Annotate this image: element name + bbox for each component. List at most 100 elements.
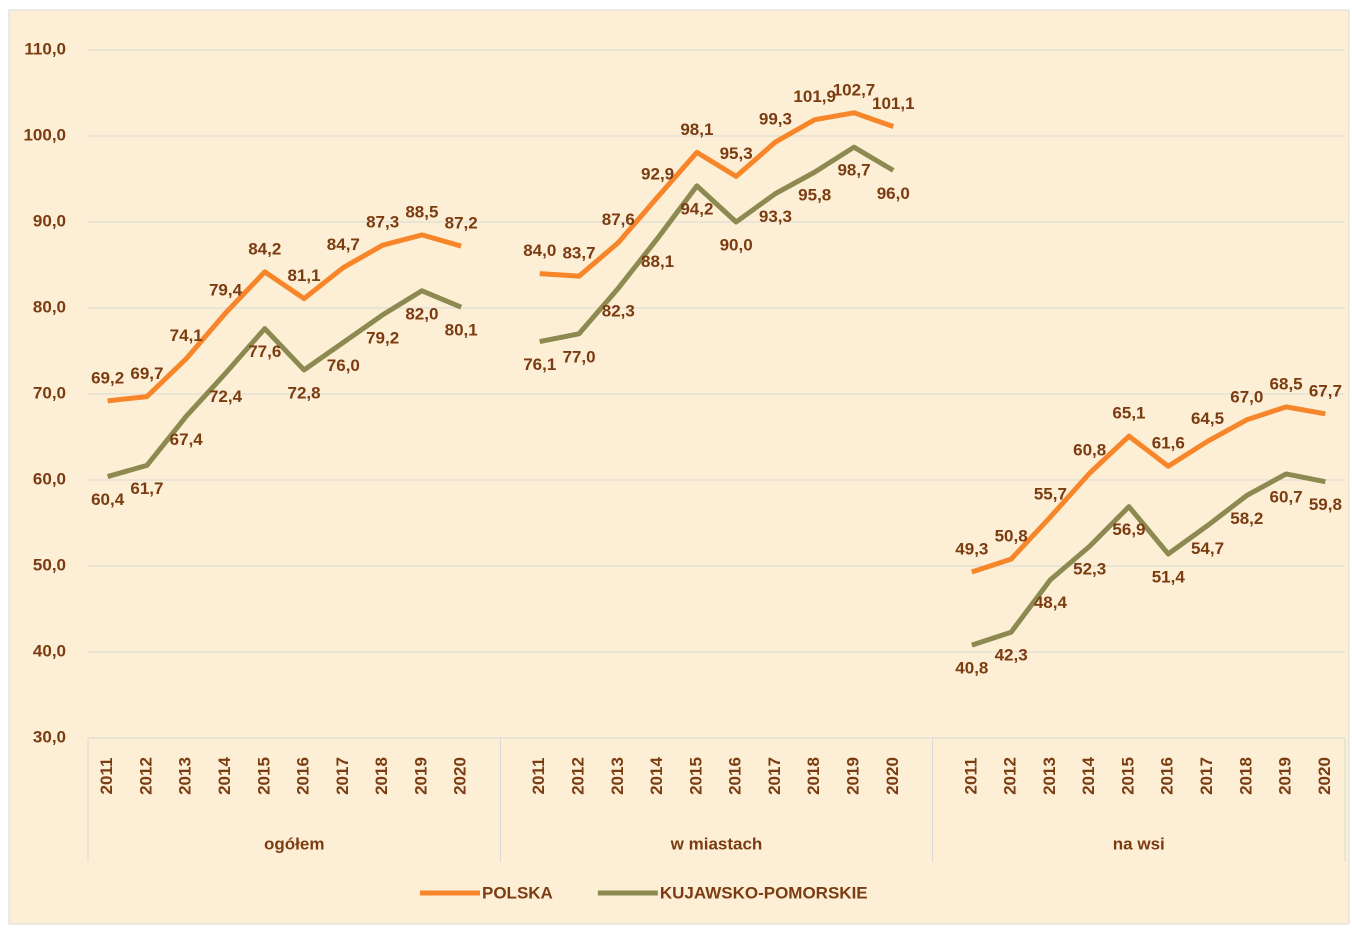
y-tick-label: 50,0	[33, 555, 66, 574]
y-tick-label: 110,0	[24, 39, 66, 58]
data-label: 96,0	[877, 184, 910, 203]
data-label: 72,8	[288, 383, 321, 402]
x-tick-label: 2011	[961, 758, 980, 795]
data-label: 54,7	[1191, 539, 1224, 558]
data-label: 49,3	[955, 540, 988, 559]
data-label: 76,1	[523, 355, 556, 374]
x-tick-label: 2017	[765, 757, 784, 795]
x-tick-label: 2015	[254, 757, 273, 795]
x-tick-label: 2018	[804, 757, 823, 795]
data-label: 55,7	[1034, 484, 1067, 503]
data-label: 88,1	[641, 252, 674, 271]
x-tick-label: 2016	[1158, 757, 1177, 795]
x-tick-label: 2014	[647, 757, 666, 795]
data-label: 87,2	[445, 214, 478, 233]
y-tick-label: 100,0	[23, 125, 66, 144]
data-label: 60,8	[1073, 441, 1106, 460]
data-label: 67,7	[1309, 381, 1342, 400]
data-label: 42,3	[995, 646, 1028, 665]
data-label: 101,1	[872, 94, 915, 113]
x-tick-label: 2015	[686, 757, 705, 795]
data-label: 59,8	[1309, 495, 1342, 514]
data-label: 102,7	[833, 80, 876, 99]
x-tick-label: 2013	[1040, 757, 1059, 795]
x-tick-label: 2013	[608, 757, 627, 795]
y-tick-label: 70,0	[33, 383, 66, 402]
x-tick-label: 2020	[883, 757, 902, 795]
data-label: 58,2	[1230, 509, 1263, 528]
data-label: 65,1	[1112, 404, 1145, 423]
x-tick-label: 2012	[136, 757, 155, 795]
data-label: 67,4	[170, 430, 204, 449]
data-label: 80,1	[445, 321, 478, 340]
group-label: ogółem	[264, 834, 324, 853]
data-label: 67,0	[1230, 387, 1263, 406]
data-label: 94,2	[680, 199, 713, 218]
legend-label: POLSKA	[482, 883, 553, 902]
x-tick-label: 2016	[294, 757, 313, 795]
data-label: 69,7	[130, 364, 163, 383]
legend-label: KUJAWSKO-POMORSKIE	[660, 883, 868, 902]
series-line	[106, 144, 1326, 648]
data-label: 51,4	[1152, 567, 1186, 586]
x-tick-label: 2020	[451, 757, 470, 795]
data-label: 52,3	[1073, 560, 1106, 579]
y-tick-label: 80,0	[33, 297, 66, 316]
x-tick-label: 2015	[1118, 757, 1137, 795]
x-tick-label: 2019	[843, 757, 862, 795]
x-tick-label: 2012	[1001, 757, 1020, 795]
x-tick-label: 2017	[1197, 757, 1216, 795]
x-tick-label: 2014	[215, 757, 234, 795]
x-tick-label: 2012	[569, 757, 588, 795]
data-label: 84,2	[248, 239, 281, 258]
data-label: 101,9	[793, 87, 836, 106]
x-tick-label: 2016	[726, 757, 745, 795]
data-label: 82,0	[405, 304, 438, 323]
data-label: 77,0	[562, 347, 595, 366]
x-tick-label: 2011	[97, 758, 116, 795]
data-label: 84,7	[327, 235, 360, 254]
x-tick-label: 2018	[1236, 757, 1255, 795]
data-label: 40,8	[955, 659, 988, 678]
x-tick-label: 2017	[333, 757, 352, 795]
x-tick-label: 2013	[176, 757, 195, 795]
group-label: w miastach	[670, 834, 763, 853]
x-tick-label: 2020	[1315, 757, 1334, 795]
x-tick-label: 2019	[1276, 757, 1295, 795]
data-label: 84,0	[523, 241, 556, 260]
data-label: 81,1	[288, 266, 321, 285]
x-tick-label: 2018	[372, 757, 391, 795]
data-label: 99,3	[759, 110, 792, 129]
y-tick-label: 40,0	[33, 641, 66, 660]
data-label: 88,5	[405, 202, 438, 221]
series-line	[107, 110, 1326, 575]
data-label: 82,3	[602, 302, 635, 321]
data-label: 60,7	[1270, 487, 1303, 506]
data-label: 50,8	[995, 527, 1028, 546]
data-label: 93,3	[759, 207, 792, 226]
y-tick-label: 60,0	[33, 469, 66, 488]
data-label: 92,9	[641, 165, 674, 184]
data-label: 98,7	[837, 161, 870, 180]
data-label: 87,3	[366, 213, 399, 232]
data-label: 68,5	[1270, 374, 1303, 393]
data-label: 79,4	[209, 281, 243, 300]
data-label: 95,3	[720, 144, 753, 163]
data-label: 48,4	[1034, 593, 1068, 612]
x-tick-label: 2019	[411, 757, 430, 795]
data-label: 83,7	[562, 244, 595, 263]
data-label: 61,7	[130, 479, 163, 498]
data-label: 61,6	[1152, 434, 1185, 453]
data-label: 77,6	[248, 342, 281, 361]
data-label: 87,6	[602, 210, 635, 229]
data-label: 79,2	[366, 328, 399, 347]
x-tick-label: 2014	[1079, 757, 1098, 795]
data-label: 64,5	[1191, 409, 1224, 428]
data-label: 74,1	[170, 326, 203, 345]
chart-background	[8, 9, 1350, 925]
data-label: 90,0	[720, 235, 753, 254]
group-label: na wsi	[1113, 834, 1165, 853]
data-label: 72,4	[209, 387, 243, 406]
data-label: 95,8	[798, 186, 831, 205]
